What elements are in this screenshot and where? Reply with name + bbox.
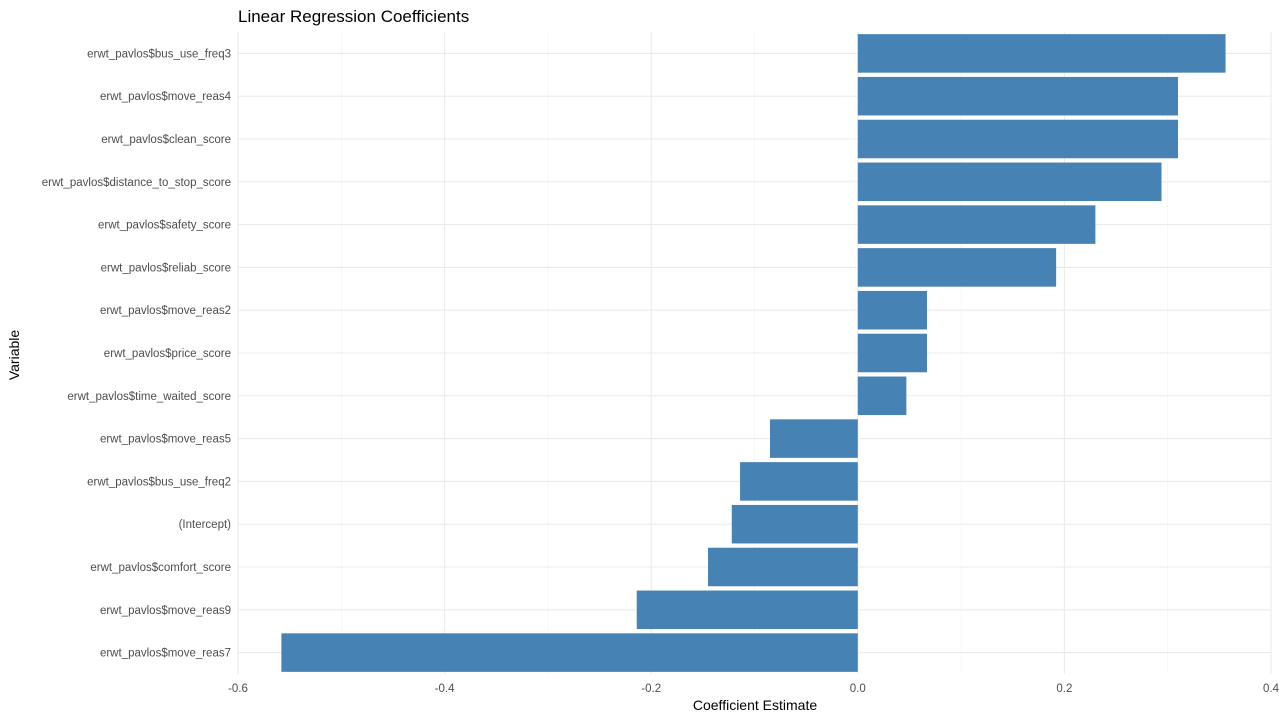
y-axis-tick-labels: erwt_pavlos$bus_use_freq3 erwt_pavlos$mov… bbox=[42, 48, 232, 659]
x-axis-title: Coefficient Estimate bbox=[693, 697, 817, 713]
bars bbox=[281, 34, 1226, 672]
bar bbox=[857, 119, 1179, 159]
x-tick-label: 0.2 bbox=[1056, 683, 1072, 695]
y-tick-label: erwt_pavlos$move_reas9 bbox=[100, 605, 231, 617]
bar bbox=[857, 162, 1162, 202]
bar bbox=[281, 633, 858, 672]
y-tick-label: erwt_pavlos$price_score bbox=[104, 348, 231, 360]
bar bbox=[740, 462, 858, 501]
y-tick-label: erwt_pavlos$bus_use_freq2 bbox=[87, 476, 231, 488]
y-tick-label: erwt_pavlos$move_reas4 bbox=[100, 91, 232, 103]
bar bbox=[857, 248, 1057, 287]
bar bbox=[857, 34, 1226, 73]
y-tick-label: erwt_pavlos$move_reas2 bbox=[100, 305, 231, 317]
x-tick-label: 0.4 bbox=[1263, 683, 1280, 695]
y-tick-label: erwt_pavlos$reliab_score bbox=[101, 262, 231, 274]
chart-title: Linear Regression Coefficients bbox=[238, 7, 469, 26]
bar bbox=[857, 376, 907, 416]
y-tick-label: erwt_pavlos$safety_score bbox=[98, 220, 231, 232]
bar bbox=[636, 590, 858, 630]
y-tick-label: erwt_pavlos$time_waited_score bbox=[67, 391, 231, 403]
x-tick-label: -0.2 bbox=[641, 683, 661, 695]
y-tick-label: erwt_pavlos$bus_use_freq3 bbox=[87, 48, 231, 60]
y-tick-label: erwt_pavlos$comfort_score bbox=[90, 562, 231, 574]
bar bbox=[857, 205, 1096, 244]
y-tick-label: (Intercept) bbox=[179, 519, 232, 531]
y-tick-label: erwt_pavlos$move_reas5 bbox=[100, 434, 231, 446]
bar bbox=[731, 504, 858, 544]
x-axis-tick-labels: -0.6 -0.4 -0.2 0.0 0.2 0.4 bbox=[228, 683, 1280, 695]
bar bbox=[857, 290, 928, 330]
x-tick-label: 0.0 bbox=[850, 683, 866, 695]
bar bbox=[857, 333, 928, 373]
y-tick-label: erwt_pavlos$move_reas7 bbox=[100, 648, 231, 660]
x-tick-label: -0.6 bbox=[228, 683, 248, 695]
y-tick-label: erwt_pavlos$distance_to_stop_score bbox=[42, 177, 231, 189]
y-axis-title: Variable bbox=[6, 330, 22, 381]
x-tick-label: -0.4 bbox=[435, 683, 455, 695]
y-tick-label: erwt_pavlos$clean_score bbox=[101, 134, 231, 146]
bar bbox=[769, 419, 858, 458]
bar bbox=[857, 76, 1179, 116]
bar bbox=[708, 547, 858, 587]
